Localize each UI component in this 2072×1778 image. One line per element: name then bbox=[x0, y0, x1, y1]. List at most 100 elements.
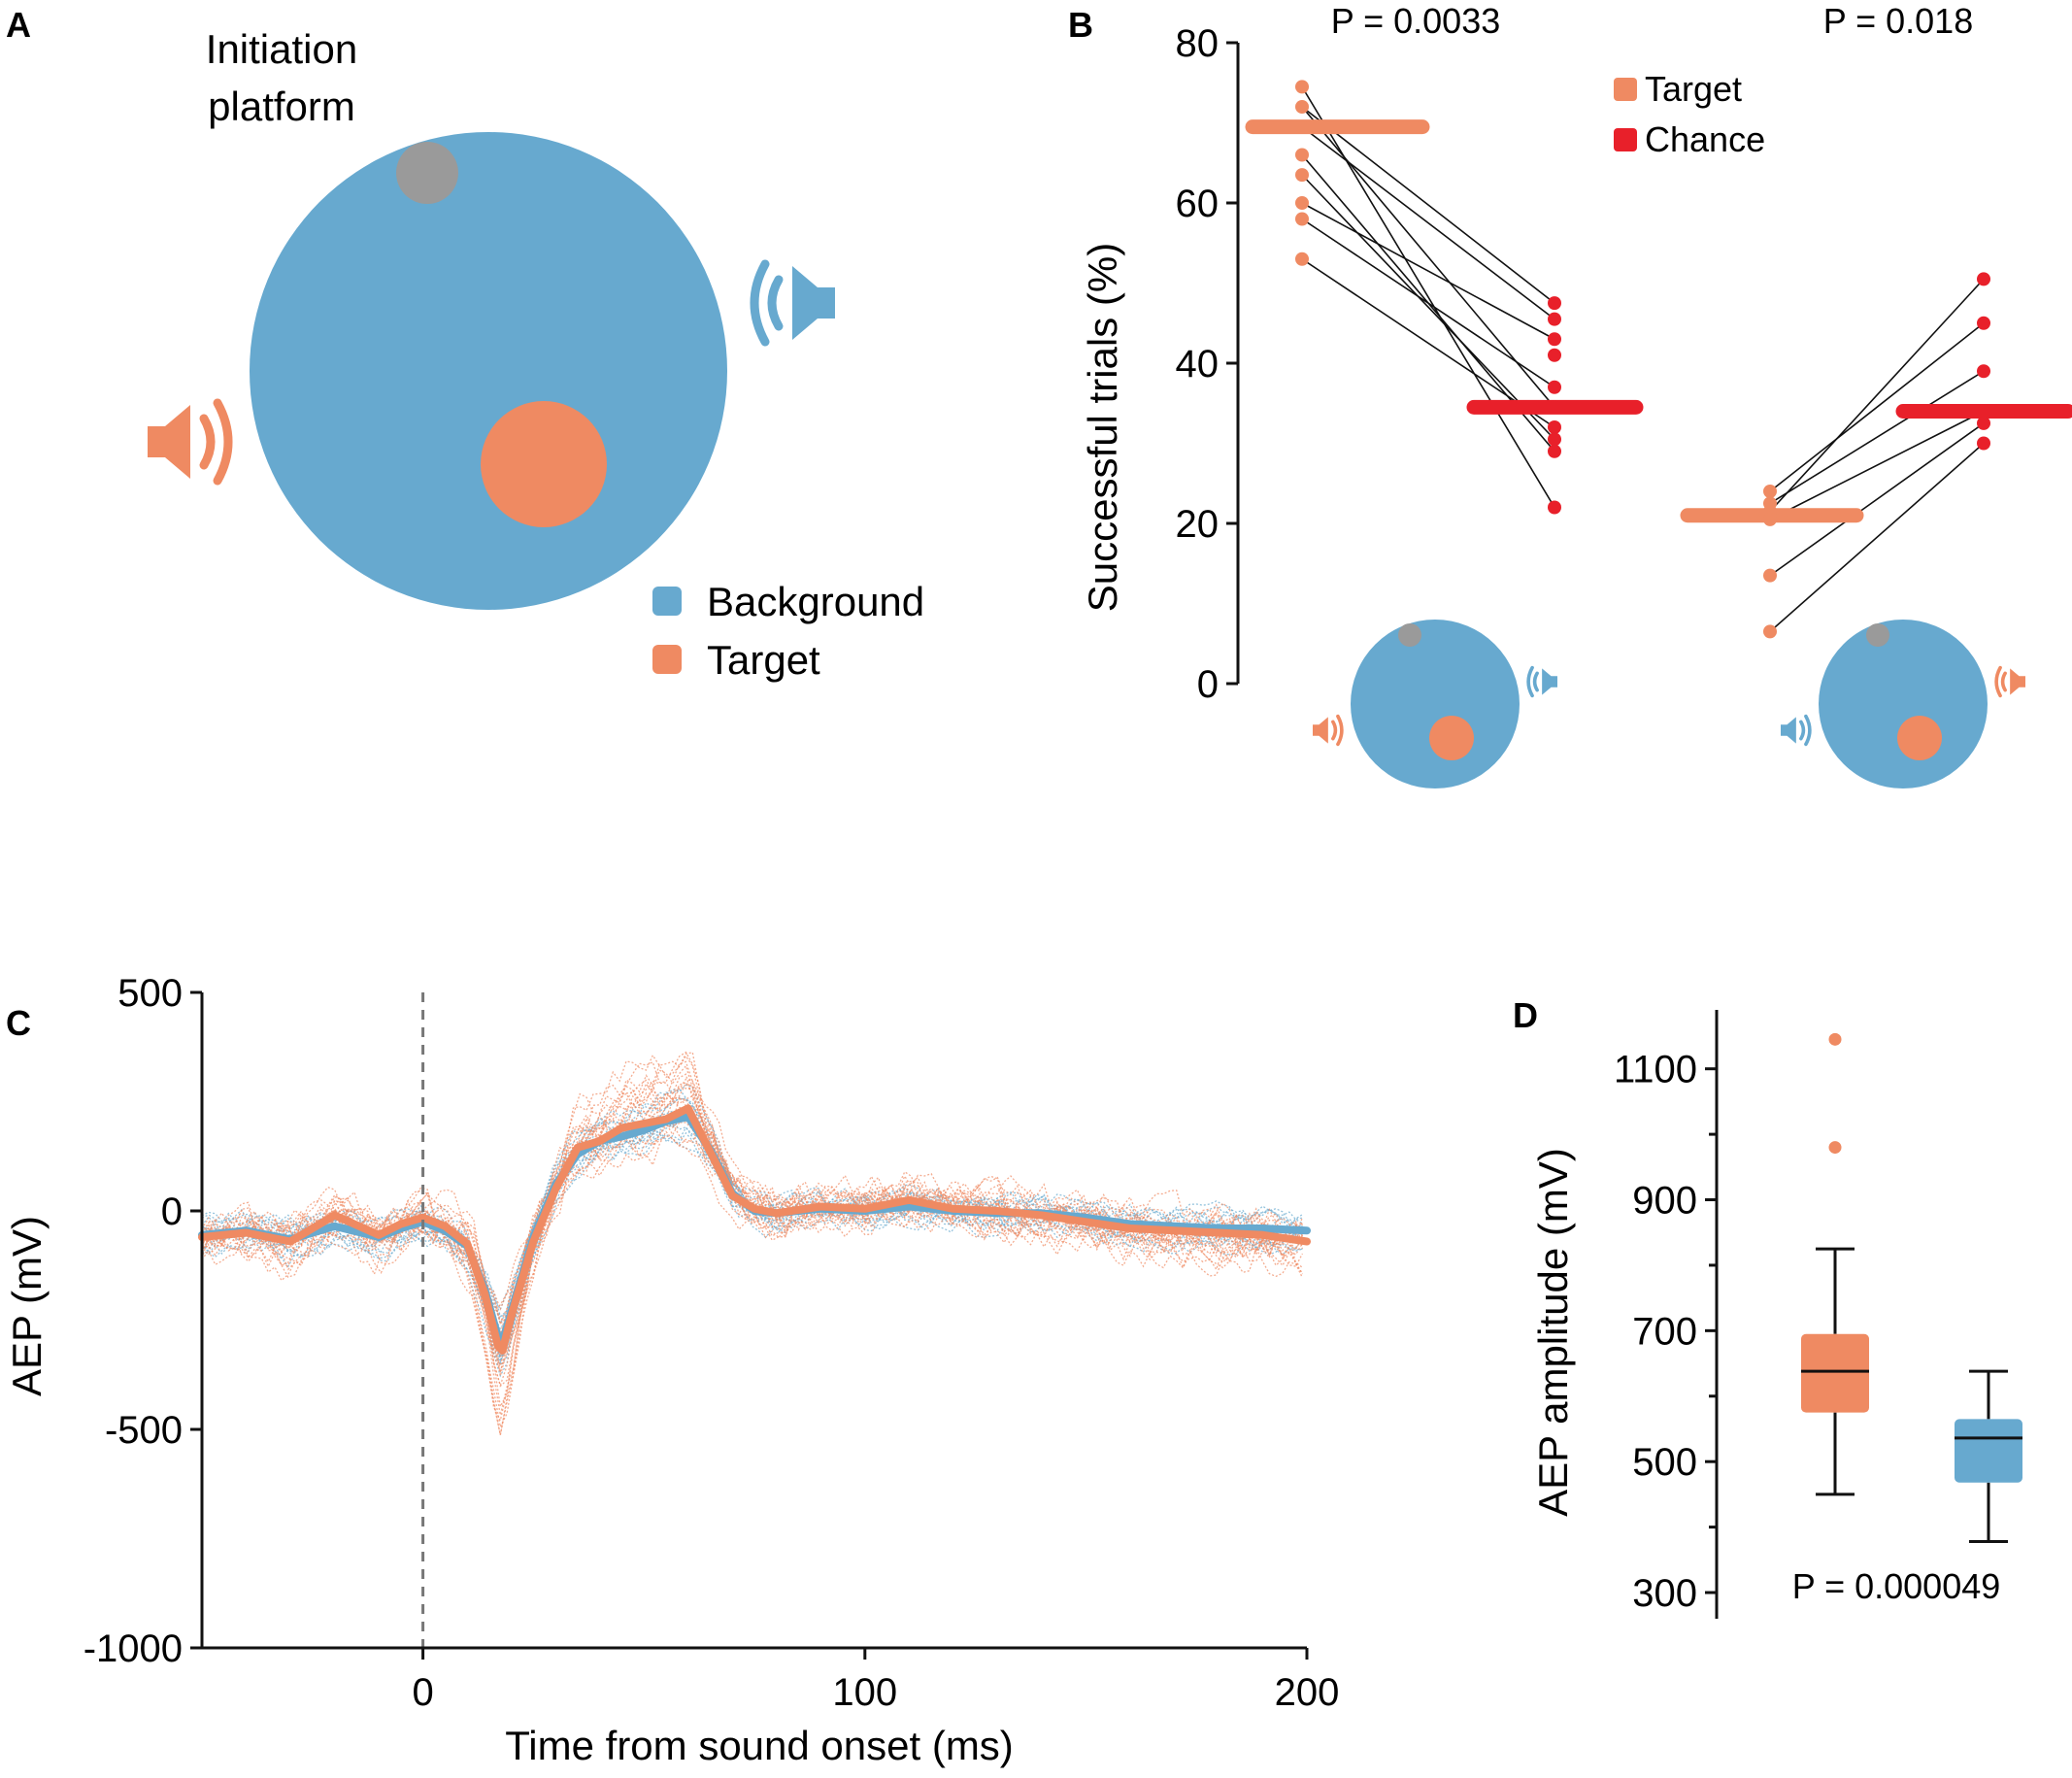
b-target-point bbox=[1295, 252, 1309, 266]
legend-background-swatch bbox=[652, 587, 682, 616]
b-pair-lines bbox=[1301, 85, 1985, 632]
c-mean-traces bbox=[198, 1104, 1311, 1355]
b-mini-left-background-speaker-icon bbox=[1526, 665, 1557, 698]
b-mini-arena-left-target bbox=[1429, 716, 1474, 760]
c-trial-trace bbox=[201, 1128, 1303, 1325]
c-y-tick-label: -500 bbox=[105, 1409, 183, 1452]
panel-d-letter: D bbox=[1513, 995, 1538, 1035]
initiation-platform-circle bbox=[396, 142, 458, 204]
b-chance-point bbox=[1977, 404, 1990, 419]
b-y-tick-label: 20 bbox=[1176, 503, 1220, 546]
b-pair-line bbox=[1301, 218, 1555, 388]
b-mini-arena-left-circle bbox=[1351, 620, 1520, 788]
b-mini-arena-left-platform bbox=[1398, 623, 1421, 647]
platform-label-line-1: Initiation bbox=[206, 26, 357, 72]
d-y-axis-label: AEP amplitude (mV) bbox=[1530, 1148, 1576, 1517]
b-y-ticks: 0 20 40 60 80 bbox=[1176, 22, 1238, 706]
b-chance-point bbox=[1548, 444, 1561, 458]
panel-b-letter: B bbox=[1068, 5, 1093, 45]
b-pair-line bbox=[1769, 370, 1985, 505]
b-y-tick-label: 0 bbox=[1197, 663, 1219, 706]
d-box bbox=[1801, 1333, 1869, 1413]
b-target-point bbox=[1763, 485, 1777, 498]
b-chance-point bbox=[1548, 400, 1561, 415]
b-pair-line bbox=[1769, 410, 1985, 520]
panel-b: B 0 20 40 60 80 Successful trials (%) P = 0.… bbox=[1068, 1, 2072, 788]
b-y-tick-label: 40 bbox=[1176, 343, 1220, 386]
panel-a: A Initiation platform Background Target bbox=[6, 5, 924, 683]
c-y-tick-label: -1000 bbox=[84, 1627, 183, 1670]
c-trial-trace bbox=[201, 1095, 1303, 1368]
b-chance-point bbox=[1548, 312, 1561, 326]
c-trial-trace bbox=[201, 1122, 1304, 1311]
b-chance-point bbox=[1548, 348, 1561, 362]
b-target-point bbox=[1295, 100, 1309, 114]
legend-background-label: Background bbox=[707, 579, 924, 624]
b-y-axis-label: Successful trials (%) bbox=[1080, 243, 1125, 612]
b-pair-line bbox=[1769, 322, 1985, 492]
b-y-tick-label: 80 bbox=[1176, 22, 1220, 65]
b-target-point bbox=[1763, 512, 1777, 526]
c-x-tick-label: 0 bbox=[412, 1671, 433, 1714]
c-y-tick-label: 500 bbox=[117, 972, 183, 1015]
c-x-tick-label: 100 bbox=[832, 1671, 897, 1714]
d-outlier-point bbox=[1828, 1141, 1842, 1155]
b-chance-point bbox=[1977, 364, 1990, 379]
b-target-point bbox=[1763, 624, 1777, 639]
b-pair-line bbox=[1301, 202, 1555, 340]
d-y-tick-label: 500 bbox=[1632, 1441, 1697, 1484]
d-y-tick-label: 900 bbox=[1632, 1180, 1697, 1223]
b-legend-target-label: Target bbox=[1645, 69, 1742, 109]
d-y-tick-label: 1100 bbox=[1614, 1049, 1697, 1091]
d-y-tick-label: 700 bbox=[1632, 1310, 1697, 1353]
b-legend-chance-label: Chance bbox=[1645, 119, 1765, 159]
b-mini-arena-right bbox=[1781, 620, 2025, 788]
d-box bbox=[1955, 1419, 2022, 1483]
background-speaker-icon bbox=[750, 259, 835, 347]
b-legend-target-swatch bbox=[1614, 78, 1637, 101]
target-speaker-icon bbox=[148, 398, 233, 486]
b-pair-line bbox=[1301, 174, 1555, 440]
b-chance-point bbox=[1548, 432, 1561, 447]
b-pair-line bbox=[1301, 106, 1555, 408]
d-outlier-point bbox=[1828, 1032, 1842, 1046]
b-pair-line bbox=[1301, 258, 1555, 428]
b-mini-arena-right-circle bbox=[1819, 620, 1988, 788]
c-trial-trace bbox=[201, 1113, 1304, 1325]
b-pair-line bbox=[1769, 422, 1985, 577]
d-y-tick-label: 300 bbox=[1632, 1572, 1697, 1615]
b-chance-point bbox=[1548, 296, 1561, 311]
target-zone-circle bbox=[481, 401, 607, 527]
d-boxes bbox=[1801, 1032, 2022, 1543]
panel-c: C 500 0 -500 -1000 0 100 200 Time from sound o… bbox=[4, 972, 1339, 1768]
b-target-point bbox=[1295, 168, 1309, 183]
c-x-tick-label: 200 bbox=[1275, 1671, 1340, 1714]
c-y-tick-label: 0 bbox=[161, 1191, 183, 1233]
b-mini-arena-right-target bbox=[1897, 716, 1942, 760]
b-pair-line bbox=[1769, 442, 1985, 632]
b-chance-point bbox=[1548, 380, 1561, 394]
legend-target-label: Target bbox=[707, 637, 820, 683]
b-chance-point bbox=[1977, 272, 1990, 286]
d-p-value: P = 0.000049 bbox=[1792, 1566, 2001, 1606]
b-chance-point bbox=[1548, 420, 1561, 434]
b-chance-point bbox=[1548, 500, 1561, 515]
b-target-point bbox=[1295, 148, 1309, 162]
b-pair-line bbox=[1301, 85, 1555, 508]
b-legend-chance-swatch bbox=[1614, 128, 1637, 151]
c-x-axis-label: Time from sound onset (ms) bbox=[505, 1723, 1014, 1768]
b-pair-line bbox=[1301, 106, 1555, 304]
c-individual-traces bbox=[201, 1051, 1304, 1435]
c-trial-trace bbox=[201, 1114, 1303, 1366]
c-axis-ticks: 500 0 -500 -1000 0 100 200 bbox=[84, 972, 1340, 1714]
legend-target-swatch bbox=[652, 645, 682, 674]
b-chance-point bbox=[1548, 332, 1561, 347]
b-target-point bbox=[1295, 196, 1309, 210]
b-mini-arena-left bbox=[1313, 620, 1557, 788]
c-trial-trace bbox=[201, 1082, 1303, 1423]
b-mini-right-target-speaker-icon bbox=[1994, 665, 2025, 698]
panel-c-letter: C bbox=[6, 1003, 31, 1043]
platform-label-line-2: platform bbox=[208, 84, 355, 129]
panel-d: D 300 500 700 900 1100 AEP amplitude (mV) P … bbox=[1513, 995, 2022, 1619]
